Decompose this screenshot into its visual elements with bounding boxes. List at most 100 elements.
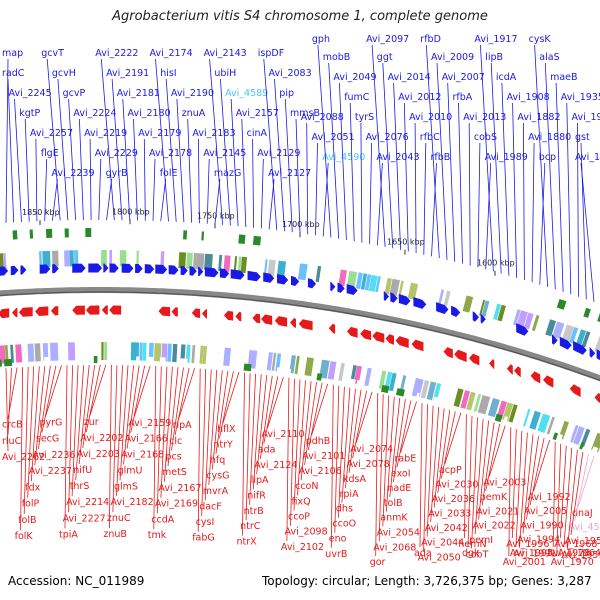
feature-block	[275, 353, 282, 372]
feature-block	[199, 345, 204, 364]
feature-block	[10, 344, 15, 363]
gene-arrow	[530, 371, 541, 384]
gene-leader-line	[511, 429, 517, 539]
feature-block	[516, 310, 528, 328]
gene-label: map	[2, 48, 23, 59]
gene-arrow	[589, 346, 596, 358]
feature-block	[22, 229, 29, 239]
gene-label: Avi_1955	[565, 536, 600, 547]
gene-leader-line	[297, 380, 306, 496]
feature-block	[68, 342, 76, 361]
gene-label: Avi_1990	[521, 520, 564, 531]
gene-leader-line	[204, 369, 212, 501]
gene-label: Avi_1880	[528, 132, 571, 143]
feature-block	[249, 350, 258, 369]
gene-leader-line	[71, 365, 79, 497]
feature-block	[191, 345, 196, 364]
feature-block	[552, 432, 559, 441]
gene-label: ccoP	[288, 512, 310, 523]
gene-leader-line	[377, 162, 383, 246]
feature-block	[178, 252, 187, 269]
gene-leader-line	[375, 393, 379, 557]
feature-block	[522, 408, 531, 427]
gene-arrow	[20, 265, 27, 275]
gene-arrow	[261, 314, 273, 325]
gene-arrow	[290, 275, 300, 286]
feature-block	[186, 252, 193, 269]
gene-label: Avi_2097	[366, 34, 409, 45]
gene-leader-line	[481, 422, 495, 506]
gene-label: Avi_2078	[347, 459, 390, 470]
feature-block	[493, 303, 502, 321]
gene-leader-line	[241, 118, 247, 228]
gene-label: znuB	[103, 529, 127, 540]
feature-block	[0, 253, 4, 270]
gene-arrow	[155, 264, 168, 275]
gene-leader-line	[531, 142, 535, 283]
gene-label: Avi_2101	[302, 451, 345, 462]
feature-block	[139, 342, 143, 361]
gene-leader-line	[75, 365, 85, 481]
gene-arrow	[411, 339, 424, 352]
gene-arrow	[277, 274, 289, 285]
gene-leader-line	[171, 367, 184, 451]
forward-orf-track	[12, 227, 600, 323]
gene-leader-line	[403, 102, 409, 252]
gene-arrow	[451, 305, 461, 317]
gene-leader-line	[567, 449, 578, 549]
feature-block	[130, 342, 140, 361]
feature-block	[148, 356, 154, 364]
gene-leader-line	[64, 365, 68, 529]
gene-leader-line	[522, 434, 534, 534]
feature-block	[160, 251, 165, 268]
gene-leader-line	[130, 365, 146, 433]
gene-leader-line	[307, 382, 323, 450]
feature-block	[39, 251, 43, 268]
feature-block	[577, 305, 586, 317]
feature-block	[267, 259, 276, 277]
gene-leader-line	[414, 122, 417, 254]
gene-leader-line	[512, 102, 517, 278]
gene-label: Avi_2022	[473, 521, 516, 532]
feature-block	[60, 342, 68, 361]
feature-block	[364, 367, 372, 387]
gene-leader-line	[295, 118, 301, 234]
gene-label: ntrX	[237, 537, 258, 548]
feature-block	[159, 357, 166, 365]
feature-block	[415, 392, 420, 400]
gene-leader-line	[458, 102, 463, 264]
gene-label: icdA	[496, 72, 517, 83]
gene-label: Avi_4568	[569, 522, 600, 533]
feature-block	[74, 250, 79, 267]
feature-block	[212, 232, 219, 242]
gene-leader-line	[360, 122, 363, 243]
gene-leader-line	[284, 98, 293, 233]
gene-leader-line	[167, 367, 179, 467]
gene-arrow	[274, 316, 288, 327]
gene-label: rfbD	[420, 34, 441, 45]
feature-block	[396, 257, 406, 268]
feature-block	[276, 367, 285, 376]
gene-leader-line	[468, 122, 471, 266]
feature-block	[29, 229, 34, 239]
tick-label: 1700 kbp	[282, 220, 320, 229]
feature-block	[316, 373, 323, 381]
gene-leader-line	[580, 142, 587, 300]
gene-arrow	[390, 292, 398, 303]
feature-block	[201, 231, 205, 241]
gene-leader-line	[160, 178, 167, 222]
feature-block	[355, 272, 363, 289]
gene-leader-line	[260, 158, 264, 229]
gene-arrow	[346, 284, 358, 296]
gene-arrow	[171, 307, 178, 317]
gene-arrow	[395, 336, 409, 348]
gene-arrow	[121, 263, 134, 273]
gene-label: Avi_2030	[435, 479, 478, 490]
gene-leader-line	[160, 366, 168, 498]
gene-leader-line	[539, 162, 546, 285]
gene-leader-line	[555, 82, 564, 292]
gene-leader-line	[211, 370, 223, 470]
gene-leader-line	[534, 44, 548, 287]
gene-leader-line	[349, 102, 355, 242]
